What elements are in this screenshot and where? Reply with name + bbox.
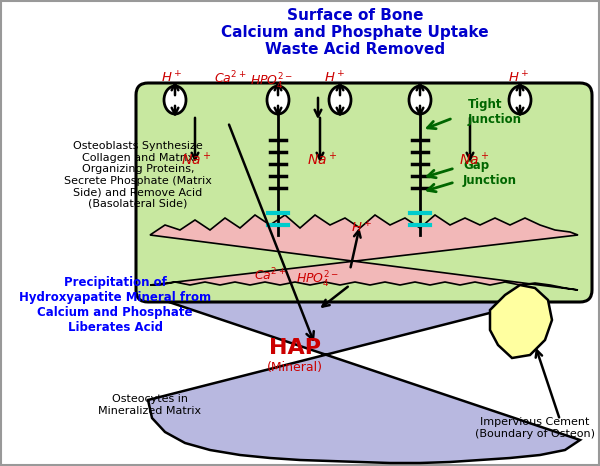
Polygon shape [150,215,578,290]
Ellipse shape [409,86,431,114]
Text: $H^+$: $H^+$ [161,70,182,86]
Text: Surface of Bone: Surface of Bone [287,8,423,23]
Text: $Na^+$: $Na^+$ [459,151,489,169]
Text: Calcium and Phosphate Uptake: Calcium and Phosphate Uptake [221,25,489,40]
Text: $Ca^{2+}$: $Ca^{2+}$ [254,267,286,283]
Text: Waste Acid Removed: Waste Acid Removed [265,42,445,57]
Text: (Mineral): (Mineral) [267,362,323,375]
Text: $H^+$: $H^+$ [508,70,530,86]
Text: Osteocytes in
Mineralized Matrix: Osteocytes in Mineralized Matrix [98,394,202,416]
Text: $Ca^{2+}$: $Ca^{2+}$ [214,70,247,86]
Text: Gap
Junction: Gap Junction [463,159,517,187]
Ellipse shape [329,86,351,114]
Ellipse shape [267,86,289,114]
Text: $H^+$: $H^+$ [325,70,346,86]
Text: $HPO_4^{2-}$: $HPO_4^{2-}$ [250,72,293,92]
Ellipse shape [164,86,186,114]
Text: $H^+$: $H^+$ [352,220,373,236]
Text: Tight
Junction: Tight Junction [468,98,522,126]
Text: Impervious Cement
(Boundary of Osteon): Impervious Cement (Boundary of Osteon) [475,417,595,439]
Polygon shape [148,245,580,463]
Text: $Na^+$: $Na^+$ [307,151,337,169]
Text: Osteoblasts Synthesize
Collagen and Matrix
Organizing Proteins,
Secrete Phosphat: Osteoblasts Synthesize Collagen and Matr… [64,141,212,209]
FancyBboxPatch shape [136,83,592,302]
Ellipse shape [509,86,531,114]
Text: Precipitation of
Hydroxyapatite Mineral from
Calcium and Phosphate
Liberates Aci: Precipitation of Hydroxyapatite Mineral … [19,276,211,334]
Text: $HPO_4^{2-}$: $HPO_4^{2-}$ [296,270,340,290]
Text: HAP: HAP [269,338,321,358]
Polygon shape [490,285,552,358]
Text: $Na^+$: $Na^+$ [181,151,211,169]
